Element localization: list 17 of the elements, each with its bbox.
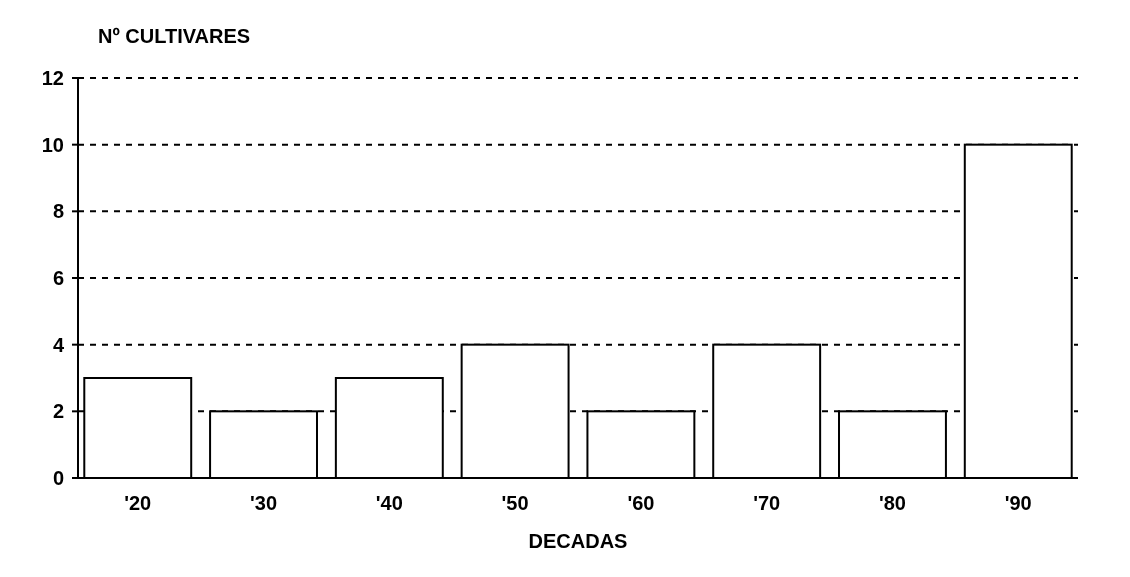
x-tick-label: '50: [501, 492, 529, 514]
y-tick-label: 4: [52, 333, 65, 356]
x-tick-label: '70: [753, 492, 781, 514]
x-tick-label: '20: [124, 492, 152, 514]
x-tick-label: '30: [250, 492, 278, 514]
y-tick-label: 2: [52, 400, 64, 423]
y-tick-label: 10: [41, 133, 64, 156]
x-tick-label: '40: [375, 492, 403, 514]
y-tick-label: 0: [52, 467, 64, 489]
y-tick-label: 6: [52, 267, 64, 289]
x-axis-title: DECADAS: [528, 530, 628, 552]
x-tick-label: '60: [627, 492, 655, 514]
y-tick-label: 8: [52, 200, 64, 223]
y-tick-label: 12: [41, 67, 64, 89]
y-axis-title: Nº CULTIVARES: [98, 25, 251, 47]
x-tick-label: '80: [878, 492, 906, 514]
x-tick-label: '90: [1004, 492, 1032, 514]
